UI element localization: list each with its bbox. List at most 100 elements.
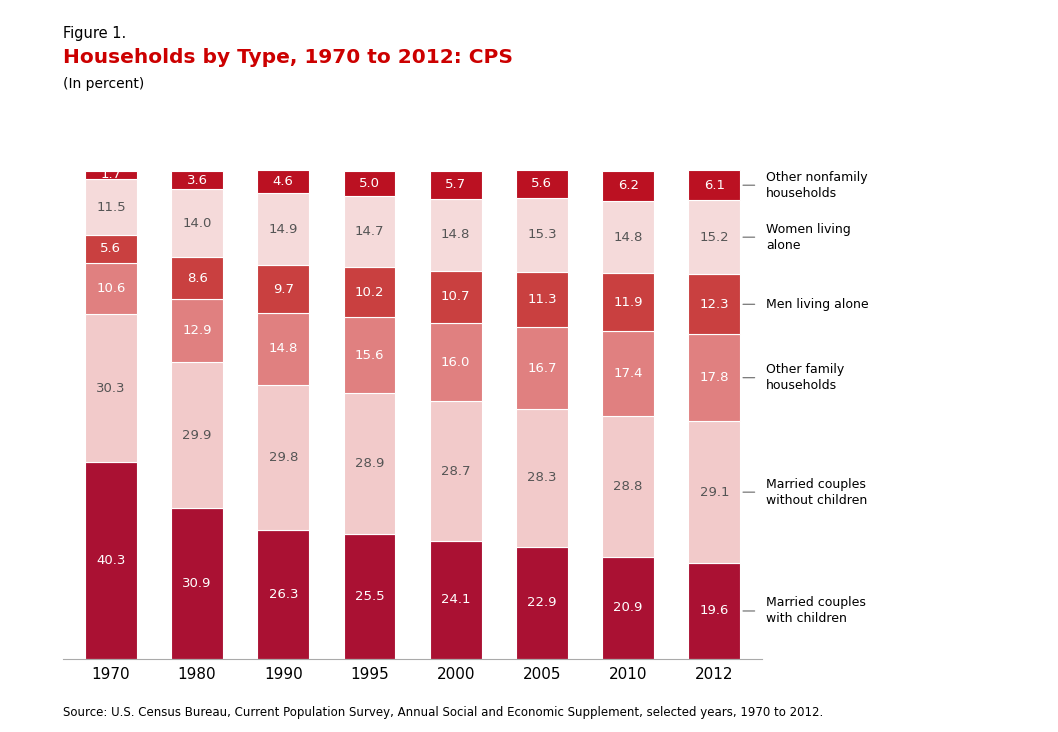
Text: 14.9: 14.9 bbox=[269, 223, 298, 236]
Bar bbox=[602, 417, 654, 557]
Text: 10.7: 10.7 bbox=[441, 291, 471, 304]
Text: 29.1: 29.1 bbox=[699, 485, 729, 498]
Text: Other family
households: Other family households bbox=[766, 363, 844, 392]
Bar bbox=[344, 317, 396, 393]
Bar bbox=[344, 171, 396, 195]
Bar bbox=[689, 335, 741, 421]
Text: 17.8: 17.8 bbox=[699, 371, 729, 384]
Text: 24.1: 24.1 bbox=[441, 594, 471, 607]
Text: Married couples
without children: Married couples without children bbox=[766, 478, 868, 507]
Bar bbox=[85, 171, 136, 179]
Bar bbox=[344, 534, 396, 659]
Bar bbox=[430, 198, 481, 271]
Bar bbox=[689, 171, 741, 200]
Text: 10.2: 10.2 bbox=[354, 285, 384, 299]
Text: 28.7: 28.7 bbox=[441, 465, 471, 478]
Text: 29.8: 29.8 bbox=[269, 451, 298, 464]
Text: 6.2: 6.2 bbox=[618, 179, 639, 193]
Text: 11.5: 11.5 bbox=[96, 201, 126, 214]
Text: Source: U.S. Census Bureau, Current Population Survey, Annual Social and Economi: Source: U.S. Census Bureau, Current Popu… bbox=[63, 706, 824, 719]
Bar bbox=[689, 421, 741, 563]
Text: 5.6: 5.6 bbox=[101, 242, 122, 255]
Text: Households by Type, 1970 to 2012: CPS: Households by Type, 1970 to 2012: CPS bbox=[63, 48, 513, 67]
Text: Men living alone: Men living alone bbox=[766, 298, 869, 311]
Text: 40.3: 40.3 bbox=[96, 554, 126, 567]
Bar bbox=[85, 235, 136, 263]
Bar bbox=[257, 171, 309, 193]
Bar bbox=[257, 313, 309, 385]
Bar bbox=[516, 198, 568, 272]
Text: 5.0: 5.0 bbox=[359, 177, 380, 190]
Text: 15.6: 15.6 bbox=[354, 348, 384, 362]
Bar bbox=[257, 385, 309, 531]
Bar bbox=[85, 263, 136, 314]
Bar bbox=[344, 195, 396, 267]
Text: 14.0: 14.0 bbox=[182, 217, 212, 230]
Bar bbox=[516, 409, 568, 547]
Text: 30.9: 30.9 bbox=[182, 577, 212, 590]
Text: 3.6: 3.6 bbox=[186, 173, 207, 187]
Bar bbox=[602, 171, 654, 201]
Text: 6.1: 6.1 bbox=[704, 179, 725, 192]
Bar bbox=[430, 271, 481, 323]
Text: 14.7: 14.7 bbox=[354, 225, 384, 238]
Bar bbox=[602, 201, 654, 273]
Bar bbox=[171, 257, 223, 299]
Text: (In percent): (In percent) bbox=[63, 77, 145, 91]
Bar bbox=[689, 563, 741, 659]
Text: 22.9: 22.9 bbox=[527, 597, 557, 610]
Bar bbox=[602, 557, 654, 659]
Text: 28.8: 28.8 bbox=[614, 480, 643, 493]
Text: 14.8: 14.8 bbox=[614, 231, 643, 244]
Text: 16.0: 16.0 bbox=[441, 356, 471, 369]
Bar bbox=[171, 171, 223, 189]
Text: 11.9: 11.9 bbox=[614, 296, 643, 309]
Bar bbox=[257, 531, 309, 659]
Text: 19.6: 19.6 bbox=[699, 605, 729, 618]
Text: 16.7: 16.7 bbox=[527, 362, 557, 375]
Text: 26.3: 26.3 bbox=[269, 588, 298, 601]
Bar bbox=[257, 266, 309, 313]
Text: 15.2: 15.2 bbox=[699, 231, 729, 244]
Text: 10.6: 10.6 bbox=[96, 282, 126, 295]
Text: 14.8: 14.8 bbox=[441, 228, 471, 242]
Text: 30.3: 30.3 bbox=[96, 381, 126, 395]
Text: 28.9: 28.9 bbox=[354, 458, 384, 471]
Text: 28.3: 28.3 bbox=[527, 471, 557, 485]
Text: 12.3: 12.3 bbox=[699, 298, 729, 311]
Bar bbox=[602, 273, 654, 332]
Bar bbox=[516, 272, 568, 327]
Text: 9.7: 9.7 bbox=[273, 283, 294, 296]
Text: 12.9: 12.9 bbox=[182, 324, 212, 337]
Text: Women living
alone: Women living alone bbox=[766, 223, 851, 252]
Bar bbox=[171, 189, 223, 257]
Bar bbox=[689, 274, 741, 335]
Bar bbox=[85, 314, 136, 462]
Text: Other nonfamily
households: Other nonfamily households bbox=[766, 171, 868, 200]
Bar bbox=[171, 362, 223, 508]
Bar bbox=[171, 508, 223, 659]
Text: 1.7: 1.7 bbox=[101, 168, 122, 182]
Bar bbox=[516, 547, 568, 659]
Text: 8.6: 8.6 bbox=[186, 272, 207, 285]
Text: 20.9: 20.9 bbox=[614, 601, 643, 614]
Bar bbox=[602, 332, 654, 417]
Bar bbox=[430, 323, 481, 401]
Bar bbox=[171, 299, 223, 362]
Text: 5.7: 5.7 bbox=[445, 178, 467, 191]
Bar bbox=[257, 193, 309, 266]
Text: 14.8: 14.8 bbox=[269, 343, 298, 356]
Text: 17.4: 17.4 bbox=[614, 367, 643, 381]
Bar bbox=[516, 327, 568, 409]
Text: 29.9: 29.9 bbox=[182, 428, 212, 441]
Text: 15.3: 15.3 bbox=[527, 228, 557, 242]
Text: 4.6: 4.6 bbox=[273, 175, 294, 188]
Bar bbox=[344, 267, 396, 317]
Bar bbox=[344, 393, 396, 534]
Text: 25.5: 25.5 bbox=[354, 590, 384, 603]
Text: 5.6: 5.6 bbox=[531, 177, 552, 190]
Bar bbox=[689, 200, 741, 274]
Text: Figure 1.: Figure 1. bbox=[63, 26, 127, 40]
Bar bbox=[430, 171, 481, 198]
Bar bbox=[430, 541, 481, 659]
